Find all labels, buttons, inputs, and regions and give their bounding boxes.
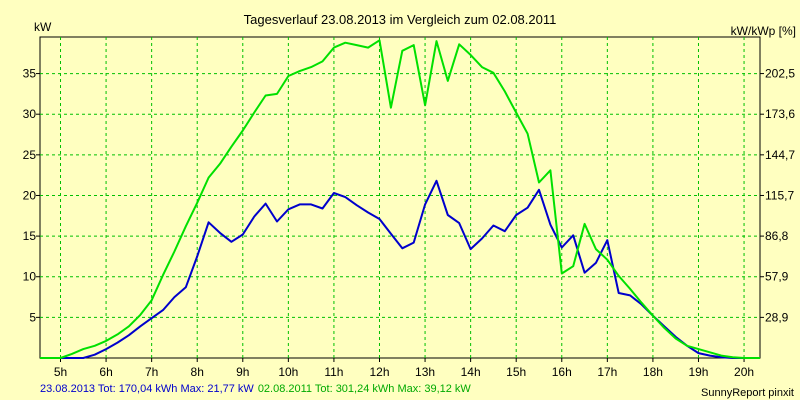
x-tick-label: 6h <box>99 365 112 379</box>
plot-area <box>39 36 761 359</box>
y-right-tick-label: 202,5 <box>765 67 795 81</box>
footer-legend: 23.08.2013 Tot: 170,04 kWh Max: 21,77 kW… <box>40 383 471 395</box>
x-tick-label: 16h <box>552 365 572 379</box>
y-left-tick-label: 30 <box>23 107 37 121</box>
x-tick-label: 12h <box>369 365 389 379</box>
y-right-tick-label: 173,6 <box>765 107 795 121</box>
y-right-tick-label: 28,9 <box>765 310 789 324</box>
x-tick-label: 7h <box>145 365 158 379</box>
x-tick-label: 5h <box>54 365 67 379</box>
chart-title: Tagesverlauf 23.08.2013 im Vergleich zum… <box>244 12 557 27</box>
x-tick-label: 10h <box>278 365 298 379</box>
y-left-tick-label: 10 <box>23 270 37 284</box>
y-left-tick-label: 15 <box>23 229 37 243</box>
x-tick-label: 9h <box>236 365 249 379</box>
x-tick-label: 20h <box>734 365 754 379</box>
y-right-tick-label: 57,9 <box>765 270 789 284</box>
credit-label: SunnyReport pinxit <box>701 387 794 399</box>
y-axis-left-label: kW <box>34 20 52 34</box>
y-right-tick-label: 144,7 <box>765 148 795 162</box>
footer-series-1: 23.08.2013 Tot: 170,04 kWh Max: 21,77 kW <box>40 383 254 395</box>
x-tick-label: 14h <box>461 365 481 379</box>
y-left-tick-label: 20 <box>23 188 37 202</box>
x-tick-label: 13h <box>415 365 435 379</box>
x-tick-label: 19h <box>688 365 708 379</box>
y-right-tick-label: 115,7 <box>765 188 794 202</box>
x-tick-label: 11h <box>324 365 343 379</box>
series-line-2 <box>40 39 760 359</box>
x-tick-label: 17h <box>597 365 617 379</box>
y-left-tick-label: 35 <box>23 67 37 81</box>
y-axis-right-label: kW/kWp [%] <box>731 24 796 38</box>
series-line-1 <box>60 179 745 359</box>
y-left-tick-label: 5 <box>29 310 36 324</box>
x-tick-label: 18h <box>643 365 663 379</box>
footer-series-2: 02.08.2011 Tot: 301,24 kWh Max: 39,12 kW <box>258 383 472 395</box>
y-left-tick-label: 25 <box>23 148 37 162</box>
y-right-tick-label: 86,8 <box>765 229 789 243</box>
x-tick-label: 15h <box>506 365 526 379</box>
x-tick-label: 8h <box>191 365 204 379</box>
